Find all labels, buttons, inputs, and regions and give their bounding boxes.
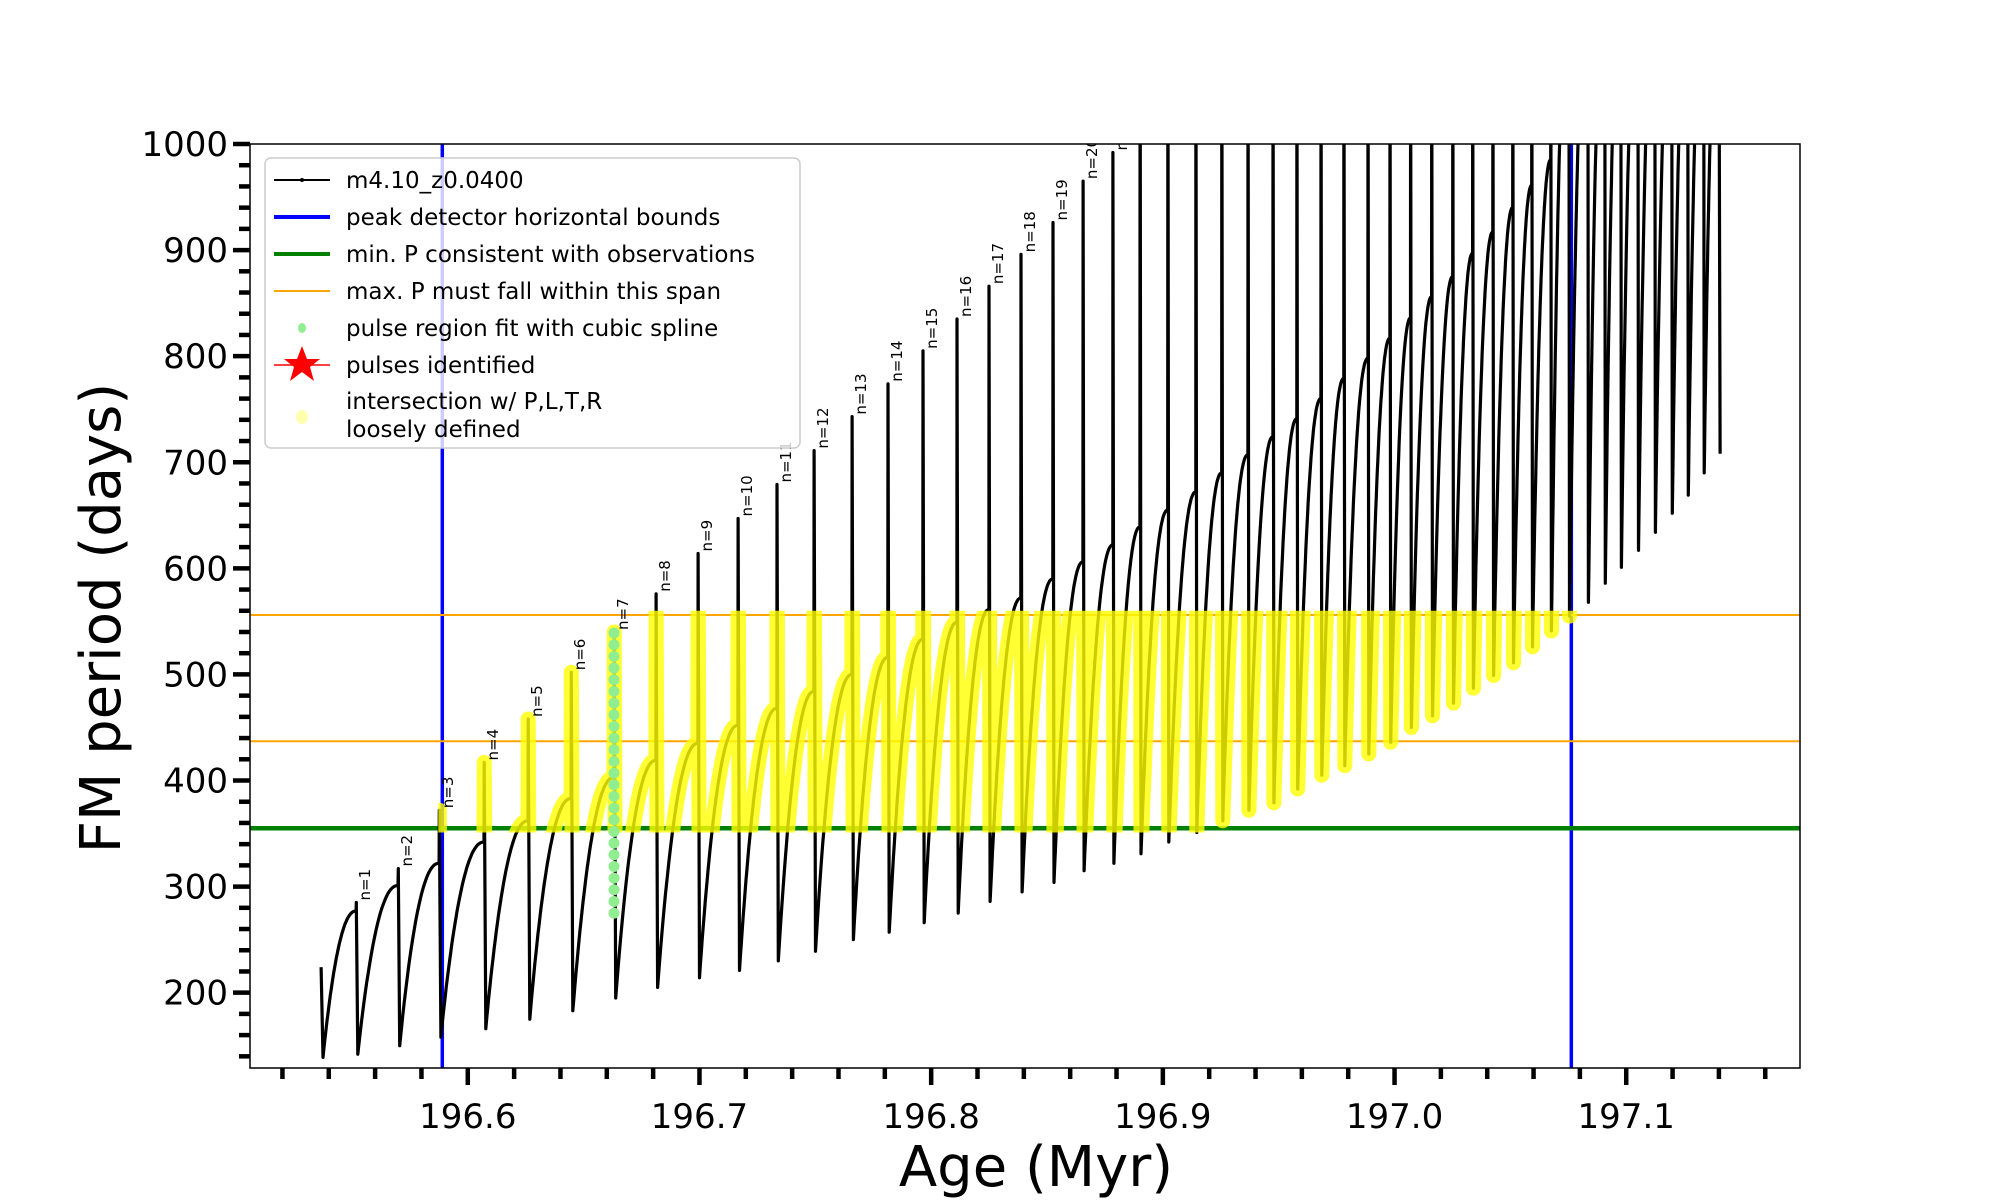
pulse-label: n=16	[957, 276, 975, 317]
x-tick-label: 197.0	[1346, 1097, 1443, 1137]
legend-item-max-p: max. P must fall within this span	[274, 279, 721, 305]
spline-fit-point	[608, 650, 620, 662]
spline-fit-point	[608, 744, 620, 756]
legend-star-icon	[284, 346, 320, 381]
x-tick-label: 196.7	[651, 1097, 748, 1137]
pulse-label: n=6	[571, 639, 589, 671]
spline-fit-point	[608, 720, 620, 732]
y-tick-label: 800	[163, 337, 228, 377]
spline-fit-point	[608, 755, 620, 767]
pulse-label: n=2	[398, 835, 416, 867]
x-axis-label: Age (Myr)	[899, 1135, 1173, 1200]
legend-label-intersection: intersection w/ P,L,T,R	[346, 389, 602, 415]
x-tick-label: 196.9	[1114, 1097, 1211, 1137]
spline-fit-point	[608, 907, 620, 919]
spline-fit-point	[608, 674, 620, 686]
pulse-label: n=4	[484, 729, 502, 761]
x-tick-label: 196.6	[419, 1097, 516, 1137]
legend-label-bounds: peak detector horizontal bounds	[346, 205, 720, 231]
spline-fit-point	[608, 639, 620, 651]
legend-item-intersection: intersection w/ P,L,T,R loosely defined	[296, 389, 602, 443]
pulse-label: n=15	[923, 308, 941, 349]
pulse-label: n=5	[528, 685, 546, 717]
y-tick-label: 300	[163, 868, 228, 908]
pulse-label: n=1	[356, 869, 374, 901]
spline-fit-point	[608, 627, 620, 639]
x-tick-label: 196.8	[882, 1097, 979, 1137]
legend-label-intersection-2: loosely defined	[346, 417, 521, 443]
y-tick-label: 200	[163, 974, 228, 1014]
spline-fit-point	[608, 884, 620, 896]
spline-fit-point	[608, 662, 620, 674]
pulse-label: n=3	[439, 777, 457, 809]
spline-fit-point	[608, 895, 620, 907]
spline-fit-point	[608, 790, 620, 802]
x-tick-label: 197.1	[1578, 1097, 1675, 1137]
legend-frame	[264, 157, 801, 449]
pulse-label: n=9	[698, 520, 716, 552]
y-tick-label: 600	[163, 549, 228, 589]
pulse-label: n=13	[852, 373, 870, 414]
plot-area: n=1 n=2 n=3 n=4 n=5 n=6 n=7 n=8 n=9 n=10 n=11 n=12 n…	[250, 109, 1800, 1068]
legend-item-pulses: pulses identified	[274, 346, 535, 381]
y-tick-label: 500	[163, 655, 228, 695]
spline-fit-point	[608, 802, 620, 814]
pulse-label: n=18	[1021, 211, 1039, 252]
legend-label-max-p: max. P must fall within this span	[346, 279, 721, 305]
series-line	[319, 144, 1722, 1059]
legend-label-min-p: min. P consistent with observations	[346, 242, 755, 268]
y-axis-label: FM period (days)	[69, 383, 134, 853]
legend-yellow-dot-icon	[296, 410, 308, 424]
legend-label-pulses: pulses identified	[346, 353, 535, 379]
legend: m4.10_z0.0400 peak detector horizontal b…	[264, 157, 801, 449]
legend-item-bounds: peak detector horizontal bounds	[274, 205, 720, 231]
spline-fit-point	[608, 814, 620, 826]
legend-dot-icon	[300, 178, 304, 182]
spline-fit-point	[608, 767, 620, 779]
legend-label-spline: pulse region fit with cubic spline	[346, 316, 718, 342]
y-tick-label: 900	[163, 231, 228, 271]
pulse-label: n=14	[888, 341, 906, 382]
pulse-label: n=21	[1113, 109, 1131, 150]
axes: 196.6 196.7 196.8 196.9 197.0 197.1 200 300 400 5…	[141, 125, 1768, 1137]
spline-fit-point	[608, 872, 620, 884]
legend-green-dot-icon	[298, 323, 306, 333]
spline-fit-point	[608, 779, 620, 791]
spline-fit-point	[608, 697, 620, 709]
legend-label-track: m4.10_z0.0400	[346, 168, 524, 194]
pulse-label: n=17	[989, 243, 1007, 284]
legend-item-min-p: min. P consistent with observations	[274, 242, 755, 268]
spline-fit-point	[608, 685, 620, 697]
spline-fit-point	[608, 825, 620, 837]
pulse-label: n=7	[614, 598, 632, 630]
y-tick-label: 1000	[141, 125, 228, 165]
y-tick-label: 400	[163, 762, 228, 802]
pulse-label: n=10	[738, 475, 756, 516]
legend-item-spline: pulse region fit with cubic spline	[298, 316, 718, 342]
pulse-label: n=12	[814, 407, 832, 448]
pulse-label: n=11	[777, 441, 795, 482]
spline-fit-point	[608, 849, 620, 861]
y-tick-label: 700	[163, 443, 228, 483]
pulse-label: n=8	[656, 560, 674, 592]
spline-fit-point	[608, 860, 620, 872]
spline-fit-point	[608, 837, 620, 849]
pulse-label: n=20	[1083, 138, 1101, 179]
spline-fit-point	[608, 732, 620, 744]
spline-fit-point	[608, 709, 620, 721]
legend-item-track: m4.10_z0.0400	[274, 168, 524, 194]
pulse-label: n=19	[1053, 179, 1071, 220]
